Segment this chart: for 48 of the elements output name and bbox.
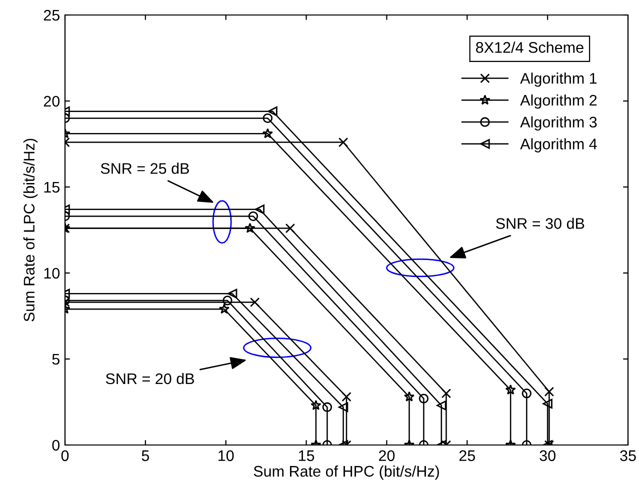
point	[441, 388, 452, 398]
point	[218, 304, 230, 314]
legend-label: Algorithm 3	[520, 116, 597, 131]
point	[227, 288, 238, 298]
y-axis-title: Sum Rate of LPC (bit/s/Hz)	[23, 138, 38, 322]
legend-title: 8X12/4 Scheme	[476, 42, 584, 53]
x-axis-title: Sum Rate of HPC (bit/s/Hz)	[254, 465, 439, 480]
point	[542, 398, 552, 409]
y-tick-label: 0	[52, 440, 60, 451]
legend-label: Algorithm 4	[520, 138, 597, 152]
y-tick-label: 20	[44, 96, 60, 107]
annotation: SNR = 30 dB	[496, 218, 584, 229]
point	[522, 388, 532, 398]
point	[254, 204, 264, 214]
point	[262, 128, 273, 138]
y-tick-label: 10	[44, 268, 60, 279]
legend-label: Algorithm 1	[520, 72, 597, 87]
x-tick-label: 10	[218, 450, 234, 462]
point	[338, 137, 348, 148]
point	[342, 392, 352, 402]
y-tick-label: 25	[44, 10, 60, 21]
point	[505, 384, 516, 395]
x-tick-label: 25	[459, 450, 475, 462]
x-tick-label: 20	[378, 450, 395, 462]
x-tick-label: 35	[620, 450, 636, 462]
point	[262, 113, 273, 124]
point	[268, 106, 278, 116]
annotation: SNR = 20 dB	[106, 372, 194, 384]
point	[244, 222, 256, 233]
point	[436, 400, 446, 410]
legend-label: Algorithm 2	[520, 94, 597, 109]
point	[248, 211, 258, 222]
x-tick-label: 15	[298, 450, 314, 462]
y-tick-label: 15	[44, 182, 60, 193]
point	[404, 391, 415, 402]
point	[250, 297, 260, 308]
y-tick-label: 5	[52, 354, 60, 365]
point	[222, 296, 232, 306]
x-tick-label: 0	[61, 450, 69, 462]
point	[418, 394, 429, 404]
point	[338, 402, 348, 412]
x-tick-label: 5	[142, 450, 150, 462]
annotation: SNR = 25 dB	[100, 162, 189, 174]
point	[310, 400, 322, 410]
point	[285, 223, 296, 234]
point	[322, 402, 332, 412]
x-tick-label: 30	[540, 450, 556, 462]
point	[544, 386, 554, 397]
